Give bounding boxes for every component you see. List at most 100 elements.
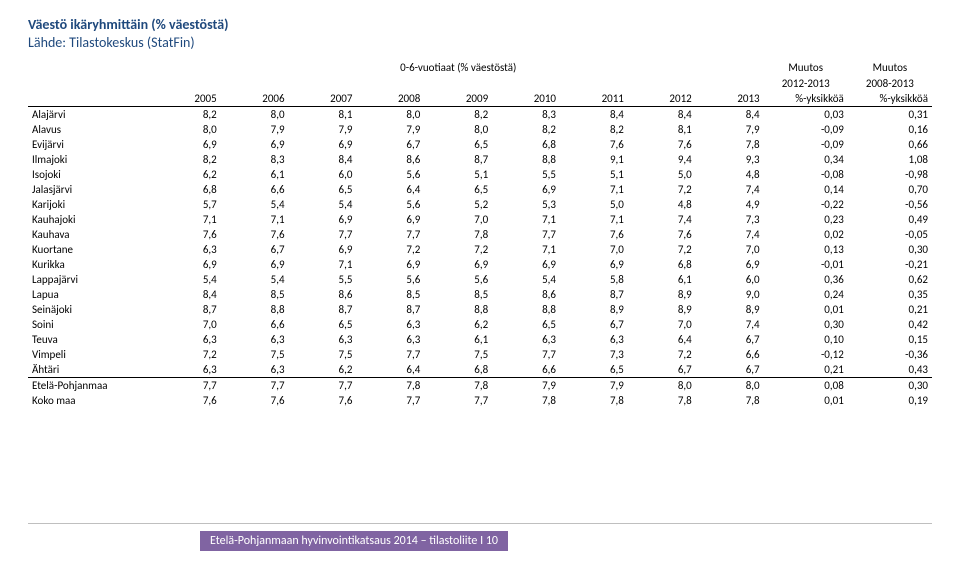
unit1: %-yksikköä <box>764 91 848 107</box>
cell-value: 6,3 <box>289 332 357 347</box>
cell-value: 5,0 <box>628 167 696 182</box>
cell-value: 7,6 <box>153 227 221 242</box>
cell-value: 7,6 <box>153 393 221 408</box>
cell-value: 8,2 <box>153 152 221 167</box>
cell-change1: -0,09 <box>764 137 848 152</box>
row-label: Kauhajoki <box>28 212 153 227</box>
cell-value: 7,7 <box>492 227 560 242</box>
row-label: Alajärvi <box>28 107 153 123</box>
cell-change1: 0,30 <box>764 317 848 332</box>
table-row: Koko maa7,67,67,67,77,77,87,87,87,80,010… <box>28 393 932 408</box>
cell-change1: 0,23 <box>764 212 848 227</box>
cell-value: 8,0 <box>356 107 424 123</box>
table-row: Vimpeli7,27,57,57,77,57,77,37,26,6-0,12-… <box>28 347 932 362</box>
cell-value: 6,9 <box>696 257 764 272</box>
cell-change2: -0,98 <box>848 167 932 182</box>
cell-change1: 0,21 <box>764 362 848 378</box>
cell-value: 6,9 <box>492 257 560 272</box>
cell-value: 7,0 <box>424 212 492 227</box>
cell-value: 6,9 <box>221 137 289 152</box>
year-col: 2012 <box>628 91 696 107</box>
cell-change1: 0,08 <box>764 378 848 394</box>
year-col: 2009 <box>424 91 492 107</box>
cell-value: 9,4 <box>628 152 696 167</box>
row-label: Lapua <box>28 287 153 302</box>
cell-value: 7,9 <box>696 122 764 137</box>
cell-value: 8,3 <box>221 152 289 167</box>
year-col: 2010 <box>492 91 560 107</box>
cell-change2: 0,49 <box>848 212 932 227</box>
cell-change2: 0,62 <box>848 272 932 287</box>
cell-value: 8,9 <box>628 287 696 302</box>
cell-value: 6,3 <box>153 242 221 257</box>
cell-value: 8,6 <box>289 287 357 302</box>
cell-value: 7,7 <box>424 393 492 408</box>
cell-value: 7,1 <box>560 182 628 197</box>
cell-value: 7,0 <box>560 242 628 257</box>
cell-value: 6,1 <box>424 332 492 347</box>
row-label: Evijärvi <box>28 137 153 152</box>
cell-value: 6,7 <box>221 242 289 257</box>
row-label: Ähtäri <box>28 362 153 378</box>
row-label: Etelä-Pohjanmaa <box>28 378 153 394</box>
cell-value: 8,2 <box>492 122 560 137</box>
cell-value: 6,9 <box>356 212 424 227</box>
table-row: Lappajärvi5,45,45,55,65,65,45,86,16,00,3… <box>28 272 932 287</box>
cell-value: 7,9 <box>221 122 289 137</box>
cell-value: 7,6 <box>560 137 628 152</box>
cell-value: 6,0 <box>289 167 357 182</box>
cell-value: 5,6 <box>356 272 424 287</box>
cell-value: 8,8 <box>424 302 492 317</box>
cell-value: 9,0 <box>696 287 764 302</box>
cell-value: 7,4 <box>696 182 764 197</box>
cell-change2: 0,30 <box>848 378 932 394</box>
cell-value: 5,6 <box>356 197 424 212</box>
cell-value: 7,6 <box>221 227 289 242</box>
row-label: Ilmajoki <box>28 152 153 167</box>
cell-value: 5,3 <box>492 197 560 212</box>
cell-value: 6,9 <box>492 182 560 197</box>
row-label: Kauhava <box>28 227 153 242</box>
cell-value: 6,0 <box>696 272 764 287</box>
cell-value: 8,1 <box>628 122 696 137</box>
cell-value: 6,2 <box>289 362 357 378</box>
cell-value: 8,2 <box>424 107 492 123</box>
table-row: Etelä-Pohjanmaa7,77,77,77,87,87,97,98,08… <box>28 378 932 394</box>
cell-value: 5,2 <box>424 197 492 212</box>
cell-value: 7,7 <box>356 347 424 362</box>
cell-value: 5,5 <box>289 272 357 287</box>
table-row: Karijoki5,75,45,45,65,25,35,04,84,9-0,22… <box>28 197 932 212</box>
cell-value: 8,7 <box>289 302 357 317</box>
cell-value: 7,6 <box>560 227 628 242</box>
cell-value: 7,8 <box>424 378 492 394</box>
cell-value: 6,1 <box>628 272 696 287</box>
year-col: 2005 <box>153 91 221 107</box>
cell-value: 7,9 <box>492 378 560 394</box>
cell-value: 6,6 <box>221 317 289 332</box>
cell-value: 7,2 <box>628 347 696 362</box>
cell-value: 8,4 <box>696 107 764 123</box>
cell-value: 7,2 <box>356 242 424 257</box>
data-table: 0-6-vuotiaat (% väestöstä) Muutos Muutos… <box>28 59 932 408</box>
cell-value: 6,1 <box>221 167 289 182</box>
cell-value: 5,6 <box>424 272 492 287</box>
cell-value: 8,7 <box>560 287 628 302</box>
cell-value: 6,3 <box>560 332 628 347</box>
cell-value: 9,3 <box>696 152 764 167</box>
cell-value: 8,7 <box>153 302 221 317</box>
cell-value: 8,5 <box>221 287 289 302</box>
cell-value: 6,4 <box>628 332 696 347</box>
cell-value: 6,9 <box>356 257 424 272</box>
table-row: Teuva6,36,36,36,36,16,36,36,46,70,100,15 <box>28 332 932 347</box>
cell-value: 6,9 <box>153 137 221 152</box>
cell-value: 6,5 <box>424 137 492 152</box>
cell-change2: 0,19 <box>848 393 932 408</box>
year-col: 2013 <box>696 91 764 107</box>
cell-value: 7,5 <box>221 347 289 362</box>
cell-value: 7,7 <box>492 347 560 362</box>
table-row: Alajärvi8,28,08,18,08,28,38,48,48,40,030… <box>28 107 932 123</box>
cell-value: 7,7 <box>289 378 357 394</box>
cell-value: 8,5 <box>356 287 424 302</box>
cell-change1: 0,03 <box>764 107 848 123</box>
cell-value: 6,5 <box>492 317 560 332</box>
